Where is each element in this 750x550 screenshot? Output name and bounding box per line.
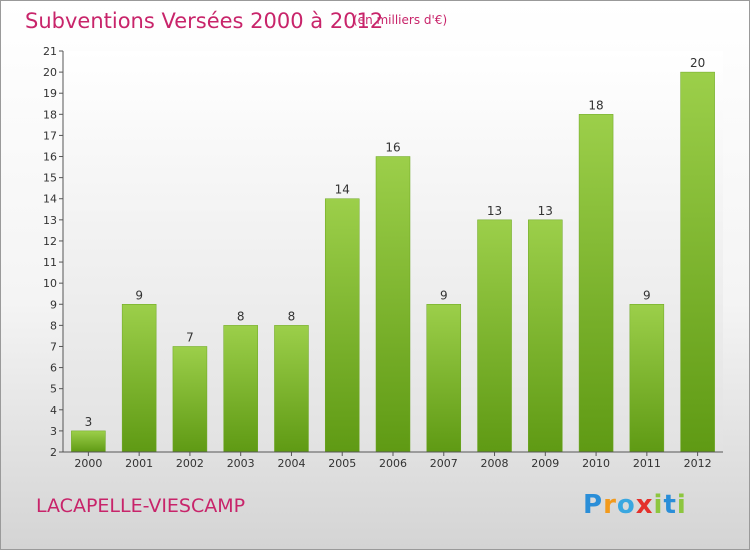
proxiti-logo: Proxiti <box>583 490 687 520</box>
x-tick-label: 2008 <box>481 457 509 470</box>
logo-letter: x <box>635 490 654 520</box>
logo-letter: o <box>616 490 636 520</box>
y-tick-label: 14 <box>43 193 57 206</box>
bar-value-label: 18 <box>588 98 603 112</box>
x-tick-label: 2002 <box>176 457 204 470</box>
x-tick-label: 2010 <box>582 457 610 470</box>
bar-2001 <box>121 304 157 453</box>
bar-2012 <box>680 71 715 453</box>
x-tick-label: 2012 <box>684 457 712 470</box>
y-tick-label: 21 <box>43 45 57 58</box>
y-tick-label: 20 <box>43 66 57 79</box>
x-tick-label: 2007 <box>430 457 458 470</box>
bar-value-label: 8 <box>237 309 245 323</box>
y-tick-label: 10 <box>43 277 57 290</box>
y-tick-label: 5 <box>50 383 57 396</box>
bar-2007 <box>426 304 462 453</box>
bar-2008 <box>477 219 512 453</box>
y-tick-label: 3 <box>50 425 57 438</box>
x-axis: 2000 2001 2002 2003 2004 2005 2006 2007 2008 2009… <box>63 451 723 470</box>
x-tick-label: 2011 <box>633 457 661 470</box>
logo-letter: P <box>583 490 604 520</box>
bar-2010 <box>578 114 614 453</box>
y-tick-label: 8 <box>50 319 57 332</box>
bar-value-label: 20 <box>690 56 705 70</box>
bars: 3 9 7 8 8 14 16 9 13 13 18 9 20 <box>71 56 715 453</box>
y-tick-label: 13 <box>43 214 57 227</box>
x-tick-label: 2005 <box>328 457 356 470</box>
y-tick-label: 7 <box>50 340 57 353</box>
bar-2004 <box>274 325 309 453</box>
page-title: Subventions Versées 2000 à 2012 <box>25 9 384 33</box>
x-tick-label: 2004 <box>277 457 305 470</box>
y-tick-label: 15 <box>43 172 57 185</box>
bar-2009 <box>528 219 563 453</box>
y-tick-label: 16 <box>43 151 57 164</box>
y-tick-label: 19 <box>43 87 57 100</box>
y-tick-label: 9 <box>50 298 57 311</box>
bar-value-label: 8 <box>288 309 296 323</box>
bar-value-label: 16 <box>385 141 400 155</box>
commune-name: LACAPELLE-VIESCAMP <box>36 495 246 517</box>
logo-letter: r <box>603 490 617 520</box>
y-tick-label: 6 <box>50 362 57 375</box>
bar-value-label: 7 <box>186 330 194 344</box>
x-tick-label: 2001 <box>125 457 153 470</box>
x-tick-label: 2009 <box>531 457 559 470</box>
bar-2003 <box>223 325 258 453</box>
bar-value-label: 3 <box>85 415 93 429</box>
bar-value-label: 9 <box>440 288 448 302</box>
chart-subtitle: (en milliers d'€) <box>353 13 448 27</box>
bar-2002 <box>172 346 208 453</box>
bar-2011 <box>629 304 665 453</box>
bar-value-label: 13 <box>538 204 553 218</box>
logo-letter: i <box>653 490 664 520</box>
y-tick-label: 17 <box>43 129 57 142</box>
bar-value-label: 9 <box>643 288 651 302</box>
bar-value-label: 13 <box>487 204 502 218</box>
logo-letter: i <box>676 490 687 520</box>
x-tick-label: 2006 <box>379 457 407 470</box>
y-tick-label: 12 <box>43 235 57 248</box>
x-tick-label: 2003 <box>227 457 255 470</box>
y-axis: 2 3 4 5 6 7 8 9 10 11 12 13 14 15 16 17 18 19 20 21 <box>43 45 64 459</box>
y-tick-label: 4 <box>50 404 57 417</box>
bar-2000 <box>71 430 106 453</box>
y-tick-label: 11 <box>43 256 57 269</box>
y-tick-label: 18 <box>43 108 57 121</box>
y-tick-label: 2 <box>50 446 57 459</box>
bar-2005 <box>324 198 360 453</box>
x-tick-label: 2000 <box>74 457 102 470</box>
bar-value-label: 9 <box>135 288 143 302</box>
bar-value-label: 14 <box>335 183 350 197</box>
bar-2006 <box>375 156 411 453</box>
logo-letter: t <box>663 490 677 520</box>
